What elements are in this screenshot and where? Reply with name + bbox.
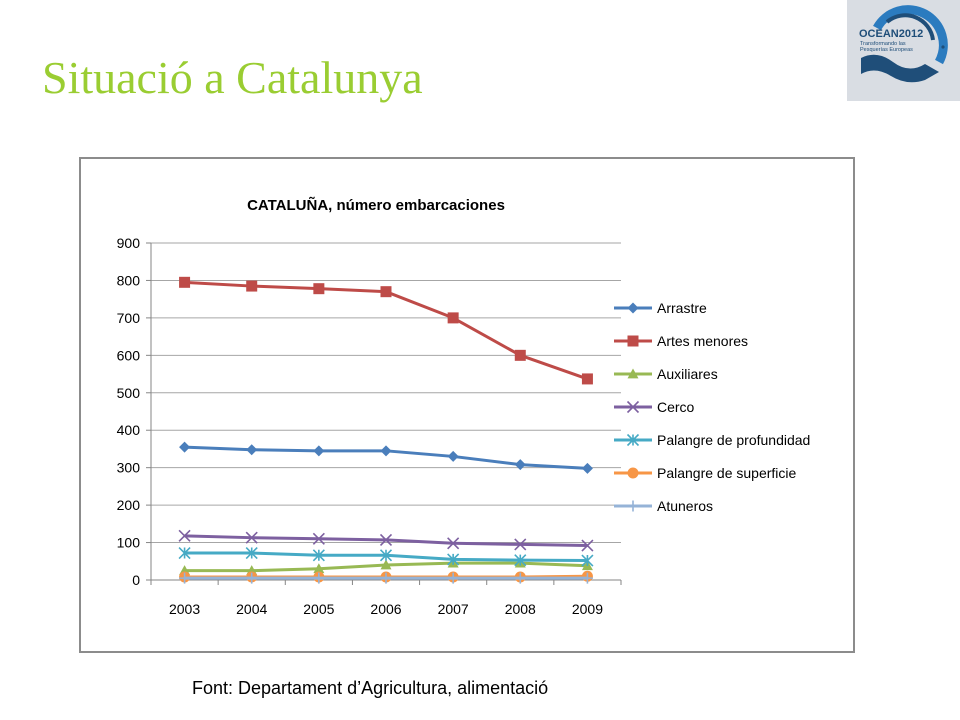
legend-label: Artes menores	[657, 333, 748, 349]
legend-item-atuneros: Atuneros	[614, 498, 713, 514]
legend-label: Cerco	[657, 399, 695, 415]
legend-atuneros-point	[627, 500, 639, 512]
ocean2012-logo: OCEAN2012 Transformando las Pesquerías E…	[847, 0, 960, 101]
artes-menores-point	[380, 286, 392, 298]
x-tick-label: 2007	[438, 601, 469, 617]
artes-menores-point	[581, 373, 593, 385]
y-tick-label: 300	[117, 460, 141, 476]
series-arrastre	[179, 441, 593, 474]
y-tick-label: 700	[117, 310, 141, 326]
legend-arrastre-point	[627, 302, 639, 314]
x-tick-label: 2006	[370, 601, 401, 617]
arrastre-point	[581, 462, 593, 474]
legend-item-palangre-de-profundidad: Palangre de profundidad	[614, 432, 810, 448]
palangre-de-profundidad-point	[379, 549, 393, 562]
legend-label: Palangre de profundidad	[657, 432, 810, 448]
atuneros-point	[246, 572, 258, 584]
palangre-de-profundidad-point	[514, 554, 527, 567]
arrastre-point	[447, 450, 459, 462]
y-tick-label: 400	[117, 422, 141, 438]
cerco-point	[245, 531, 258, 544]
atuneros-point	[581, 572, 593, 584]
artes-menores-point	[447, 312, 459, 324]
logo-line-1: OCEAN2012	[859, 28, 923, 40]
auxiliares-point	[380, 559, 392, 570]
cerco-point	[447, 537, 460, 550]
series-cerco	[178, 529, 594, 552]
legend-item-auxiliares: Auxiliares	[614, 366, 718, 382]
legend-label: Atuneros	[657, 498, 713, 514]
y-tick-label: 0	[132, 572, 140, 588]
cerco-point	[312, 532, 325, 545]
artes-menores-point	[514, 349, 526, 361]
legend-item-cerco: Cerco	[614, 399, 695, 415]
y-tick-label: 200	[117, 497, 141, 513]
legend-palangre-de-superficie-point	[627, 467, 639, 479]
legend-item-arrastre: Arrastre	[614, 300, 707, 316]
x-tick-label: 2008	[505, 601, 536, 617]
legend-cerco-point	[626, 400, 640, 414]
source-note: Font: Departament d’Agricultura, aliment…	[192, 678, 549, 698]
artes-menores-point	[313, 283, 325, 295]
y-tick-label: 500	[117, 385, 141, 401]
logo-line-3: Pesquerías Europeas	[860, 47, 913, 53]
chart-title: CATALUÑA, número embarcaciones	[247, 196, 505, 214]
atuneros-point	[447, 572, 459, 584]
y-tick-label: 100	[117, 535, 141, 551]
arrastre-point	[514, 459, 526, 471]
x-tick-label: 2003	[169, 601, 200, 617]
palangre-de-profundidad-point	[245, 546, 258, 560]
palangre-de-profundidad-point	[178, 546, 191, 560]
cerco-point	[514, 538, 527, 551]
cerco-point	[178, 529, 191, 542]
series-palangre-de-profundidad	[178, 546, 594, 567]
legend-label: Palangre de superficie	[657, 465, 797, 481]
arrastre-point	[380, 445, 392, 457]
artes-menores-point	[179, 276, 191, 288]
arrastre-point	[179, 441, 191, 453]
cerco-point	[581, 539, 594, 552]
legend-label: Arrastre	[657, 300, 707, 316]
artes-menores-point	[246, 280, 258, 292]
atuneros-point	[179, 572, 191, 584]
x-tick-label: 2009	[572, 601, 603, 617]
auxiliares-point	[313, 563, 325, 574]
palangre-de-profundidad-point	[581, 554, 594, 567]
legend-label: Auxiliares	[657, 366, 718, 382]
atuneros-point	[313, 572, 325, 584]
slide-title: Situació a Catalunya	[42, 52, 423, 103]
palangre-de-profundidad-point	[312, 549, 325, 562]
legend-item-artes-menores: Artes menores	[614, 333, 748, 349]
line-chart: CATALUÑA, número embarcaciones 0 100 200 30…	[117, 196, 811, 617]
y-tick-label: 900	[117, 235, 141, 251]
logo-line-2: Transformando las	[860, 41, 906, 47]
atuneros-point	[380, 572, 392, 584]
palangre-de-profundidad-point	[447, 553, 460, 566]
series-atuneros	[179, 572, 593, 584]
x-tick-label: 2004	[236, 601, 267, 617]
y-tick-label: 600	[117, 347, 141, 363]
atuneros-point	[514, 572, 526, 584]
legend-artes-menores-point	[627, 335, 639, 347]
arrastre-point	[313, 445, 325, 457]
series-artes-menores	[179, 276, 593, 385]
chart-frame: CATALUÑA, número embarcaciones 0 100 200 30…	[79, 157, 855, 653]
y-tick-label: 800	[117, 272, 141, 288]
cerco-point	[379, 533, 393, 546]
legend-auxiliares-point	[627, 368, 639, 379]
x-tick-label: 2005	[303, 601, 334, 617]
ocean2012-logo-graphic: OCEAN2012 Transformando las Pesquerías E…	[859, 5, 948, 83]
legend-palangre-de-profundidad-point	[626, 433, 640, 447]
legend-item-palangre-de-superficie: Palangre de superficie	[614, 465, 797, 481]
arrastre-point	[246, 444, 258, 456]
